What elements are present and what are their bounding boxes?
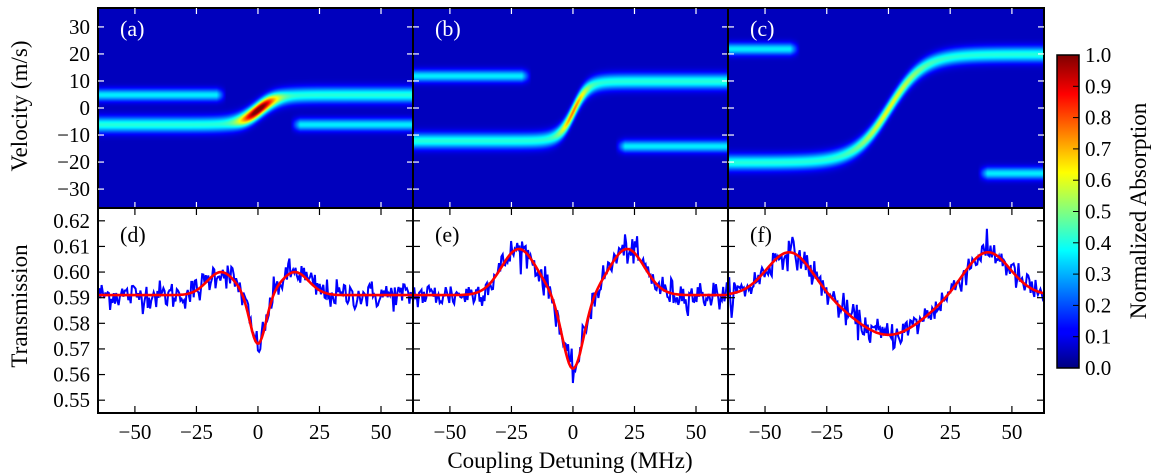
x-tick-label: 50 [371,420,392,444]
transmission-data-line [412,234,729,384]
heatmap-image [98,8,413,208]
y-tick-label: 0.60 [53,260,90,284]
x-tick-label: 50 [686,420,707,444]
x-axis-label: Coupling Detuning (MHz) [447,448,692,473]
y-tick-label: 0.59 [53,286,90,310]
colorbar-tick-label: 0.7 [1085,137,1111,161]
x-tick-label: 25 [940,420,961,444]
colorbar-tick-label: 0.5 [1085,200,1111,224]
y-axis-label-velocity: Velocity (m/s) [7,41,32,172]
x-tick-label: 0 [883,420,894,444]
transmission-fit-line [98,270,413,345]
transmission-fit-line [413,247,728,370]
x-tick-label: 25 [624,420,645,444]
y-tick-label: 0 [80,96,91,120]
x-tick-label: −25 [180,420,213,444]
heatmap-panel-c: (c) [727,7,1045,209]
colorbar-tick-label: 0.6 [1085,168,1111,192]
transmission-panel-c: −50 −25 0 25 50 (f) [727,207,1045,444]
colorbar-tick-label: 0.0 [1085,356,1111,380]
colorbar-tick-label: 0.8 [1085,106,1111,130]
colorbar-tick-label: 0.1 [1085,325,1111,349]
y-tick-label: 0.55 [53,388,90,412]
plot-area [413,208,728,413]
y-axis-label-transmission: Transmission [7,244,32,368]
x-tick-label: −50 [433,420,466,444]
plot-area [728,208,1044,413]
panel-label: (b) [435,16,461,41]
plot-area [98,208,413,413]
y-tick-label: 30 [69,15,90,39]
transmission-panel-a: −50 −25 0 25 50 0.550.560.570.580.590.600.610… [53,207,414,444]
heatmap-panel-b: (b) [412,7,729,209]
y-tick-label: 0.57 [53,337,90,361]
y-tick-label: 0.62 [53,209,90,233]
y-tick-label: 0.58 [53,311,90,335]
y-tick-label: −30 [57,177,90,201]
colorbar-tick-label: 0.2 [1085,293,1111,317]
heatmap-image [728,8,1044,208]
heatmap-panel-a: −30 −20 −10 0 10 20 30 (a) [57,7,414,209]
colorbar-label: Normalized Absorption [1126,102,1151,319]
y-tick-label: 0.61 [53,234,90,258]
colorbar-tick-label: 0.3 [1085,262,1111,286]
colorbar: 0.0 0.1 0.2 0.3 0.4 0.5 0.6 0.7 0.8 0.9 1.0 Normal… [1056,43,1151,380]
x-tick-label: 0 [568,420,579,444]
panel-frame [727,207,1045,414]
panel-label: (f) [750,222,772,247]
panel-label: (d) [120,222,146,247]
x-tick-label: 50 [1001,420,1022,444]
x-tick-label: −50 [118,420,151,444]
x-tick-label: −25 [495,420,528,444]
x-tick-label: −25 [810,420,843,444]
y-tick-label: 10 [69,69,90,93]
x-tick-label: 25 [309,420,330,444]
y-tick-label: 0.56 [53,363,90,387]
colorbar-tick-label: 1.0 [1085,43,1111,67]
transmission-panel-b: −50 −25 0 25 50 (e) [412,207,729,444]
y-tick-label: 20 [69,42,90,66]
panel-label: (e) [435,222,459,247]
y-tick-label: −20 [57,150,90,174]
x-tick-label: 0 [253,420,264,444]
colorbar-tick-label: 0.9 [1085,74,1111,98]
transmission-fit-line [727,251,1045,337]
colorbar-tick-label: 0.4 [1085,231,1112,255]
panel-label: (a) [120,16,144,41]
y-tick-label: −10 [57,123,90,147]
x-tick-label: −50 [749,420,782,444]
panel-label: (c) [750,16,774,41]
heatmap-image [413,8,728,208]
